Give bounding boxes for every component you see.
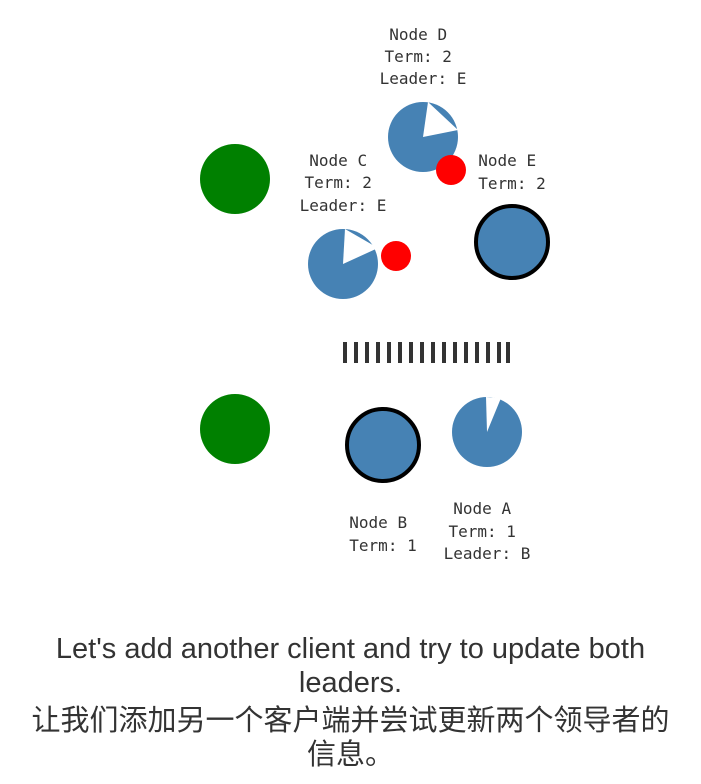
caption: Let's add another client and try to upda… [0,632,701,772]
node-e [474,204,550,280]
message-to-node-d [436,155,466,185]
node-c-name: Node C [309,151,367,170]
client-top [200,144,270,214]
node-d-term: Term: 2 [384,47,451,66]
node-b-label: Node B Term: 1 [349,513,416,555]
node-b-term: Term: 1 [349,536,416,555]
node-a-leader: Leader: B [444,544,531,563]
node-c-leader: Leader: E [300,196,387,215]
message-to-node-c [381,241,411,271]
node-e-term: Term: 2 [478,174,545,193]
node-d-timer-gap [423,102,458,137]
client-bottom [200,394,270,464]
caption-chinese: 让我们添加另一个客户端并尝试更新两个领导者的信息。 [31,705,670,771]
node-c-term: Term: 2 [304,173,371,192]
node-a-name: Node A [453,499,511,518]
node-a-timer-gap [486,397,501,432]
node-b-name: Node B [349,513,407,532]
caption-english: Let's add another client and try to upda… [55,633,646,699]
raft-cluster-diagram: Node D Term: 2 Leader: E Node C Term: 2 … [200,25,550,563]
node-e-label: Node E Term: 2 [478,151,545,193]
node-d-name: Node D [389,25,447,44]
node-e-name: Node E [478,151,536,170]
node-a-label: Node A Term: 1 Leader: B [444,499,531,563]
network-partition [343,342,510,363]
node-d-label: Node D Term: 2 Leader: E [380,25,467,88]
node-a-term: Term: 1 [448,522,515,541]
node-c-label: Node C Term: 2 Leader: E [300,151,387,215]
node-b [345,407,421,483]
node-c-timer-gap [343,229,378,264]
node-d-leader: Leader: E [380,69,467,88]
